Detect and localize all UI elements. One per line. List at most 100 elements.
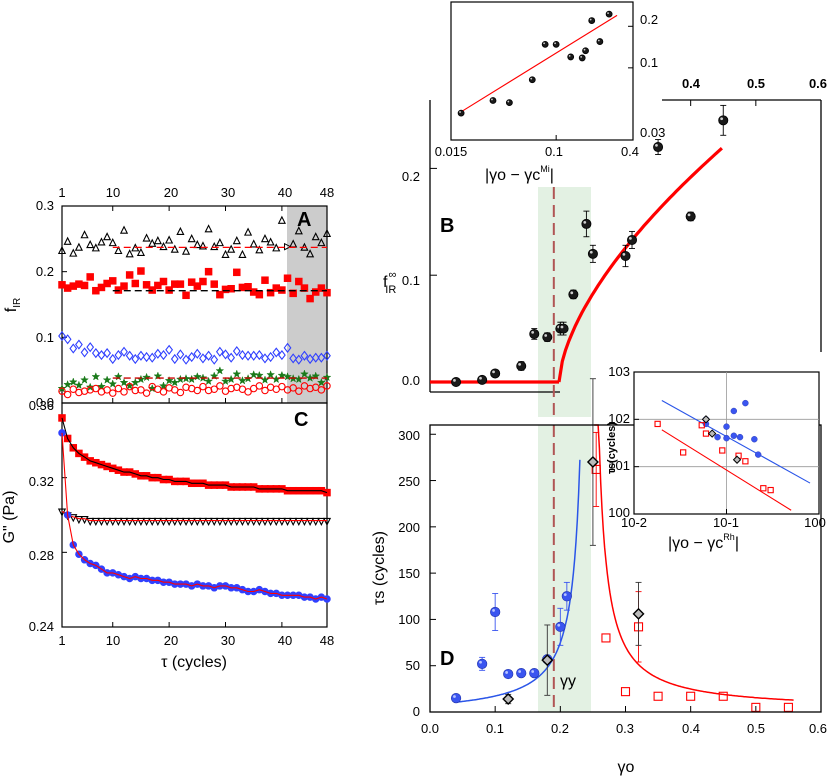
panel-d-label: D bbox=[440, 648, 454, 670]
tick-label: 0.1 bbox=[402, 273, 420, 288]
data-point bbox=[176, 226, 185, 236]
data-point bbox=[108, 389, 117, 397]
data-point bbox=[119, 517, 129, 527]
inset-b-frame bbox=[450, 1, 634, 141]
data-point bbox=[591, 464, 601, 474]
tick-label: 100 bbox=[608, 505, 630, 520]
tick-label: 0.3 bbox=[36, 198, 54, 213]
data-point bbox=[159, 388, 168, 396]
data-point bbox=[232, 517, 241, 527]
data-point bbox=[249, 239, 258, 248]
data-point bbox=[317, 238, 326, 247]
data-point bbox=[581, 218, 592, 229]
panel-d-x-ticks: 0.0 0.1 0.2 0.3 0.4 0.5 0.6 bbox=[421, 721, 827, 736]
tick-label: 50 bbox=[406, 658, 420, 673]
data-point bbox=[719, 447, 726, 454]
data-point bbox=[193, 517, 202, 527]
data-point-highlight bbox=[531, 330, 535, 334]
data-point-highlight bbox=[589, 250, 593, 254]
data-point bbox=[529, 328, 540, 339]
data-point bbox=[137, 267, 145, 275]
data-point bbox=[271, 374, 281, 384]
data-point bbox=[620, 250, 631, 261]
data-point bbox=[58, 387, 66, 395]
data-point bbox=[227, 244, 236, 253]
data-point bbox=[311, 352, 320, 363]
data-point bbox=[63, 236, 72, 245]
data-point bbox=[120, 388, 128, 396]
data-point bbox=[742, 458, 749, 465]
data-point bbox=[238, 249, 247, 259]
tick-label: 0.5 bbox=[747, 76, 765, 91]
tick-label: 30 bbox=[221, 185, 235, 200]
data-point bbox=[568, 289, 579, 300]
data-point bbox=[153, 236, 162, 245]
panel-d-marks bbox=[429, 378, 822, 713]
data-point bbox=[102, 375, 112, 384]
data-point bbox=[555, 621, 566, 632]
data-point bbox=[176, 280, 185, 288]
data-point bbox=[244, 283, 252, 291]
data-point bbox=[542, 332, 553, 343]
data-point bbox=[742, 399, 749, 407]
data-point-highlight bbox=[491, 98, 493, 101]
data-point bbox=[136, 517, 146, 527]
tick-label: 200 bbox=[398, 520, 420, 535]
data-point bbox=[578, 54, 586, 62]
tick-label: 0.4 bbox=[621, 144, 639, 159]
tick-label: 102 bbox=[608, 411, 630, 426]
inset-d-y-ticks: 100 101 102 103 bbox=[608, 364, 630, 520]
data-point bbox=[142, 281, 151, 289]
data-point bbox=[114, 245, 123, 255]
data-point bbox=[215, 238, 224, 247]
data-point bbox=[278, 286, 286, 294]
data-point bbox=[283, 342, 292, 353]
xlabel-text: |γo − γc bbox=[485, 167, 540, 184]
data-point bbox=[541, 654, 554, 667]
data-point bbox=[142, 517, 151, 527]
data-point bbox=[294, 354, 303, 365]
panel-b-ylabel: f∞ IR bbox=[383, 269, 396, 296]
data-point bbox=[582, 47, 589, 55]
data-point bbox=[561, 591, 572, 602]
data-point bbox=[701, 415, 711, 424]
tick-label: 1 bbox=[58, 185, 65, 200]
data-point bbox=[226, 374, 236, 384]
panel-d-xlabel: γo bbox=[618, 759, 635, 776]
xlabel-sup: Mi bbox=[540, 164, 550, 174]
data-point bbox=[69, 343, 78, 354]
data-point-highlight bbox=[570, 291, 574, 295]
data-point bbox=[69, 248, 78, 257]
data-point-highlight bbox=[518, 670, 522, 673]
data-point bbox=[125, 350, 134, 361]
xlabel-bar: | bbox=[735, 535, 739, 552]
xlabel-text: |γo − γc bbox=[668, 535, 723, 552]
data-point bbox=[300, 350, 309, 361]
tick-label: 20 bbox=[164, 633, 178, 648]
data-point bbox=[277, 517, 286, 527]
tick-label: 10 bbox=[106, 185, 120, 200]
fit-line bbox=[661, 400, 811, 484]
data-point bbox=[311, 288, 320, 296]
inset-d-xlabel: |γo − γcRh| bbox=[668, 532, 739, 552]
data-point bbox=[193, 386, 202, 395]
data-point bbox=[266, 517, 275, 527]
inset-b-marks bbox=[450, 10, 634, 141]
data-point bbox=[632, 607, 645, 620]
data-point bbox=[159, 277, 168, 286]
data-point bbox=[142, 372, 152, 382]
data-point-highlight bbox=[531, 670, 535, 673]
data-point bbox=[266, 351, 275, 363]
data-point bbox=[153, 348, 162, 359]
data-point bbox=[232, 346, 241, 357]
data-point-highlight bbox=[597, 39, 600, 42]
data-point bbox=[260, 517, 270, 527]
data-point bbox=[261, 276, 269, 284]
panel-a-ylabel: fIR bbox=[3, 298, 23, 312]
data-point bbox=[686, 691, 696, 701]
data-point bbox=[80, 347, 89, 358]
tick-label: 0.32 bbox=[29, 474, 54, 489]
data-point bbox=[516, 360, 527, 371]
data-point bbox=[698, 422, 705, 429]
data-point-highlight bbox=[607, 12, 609, 14]
